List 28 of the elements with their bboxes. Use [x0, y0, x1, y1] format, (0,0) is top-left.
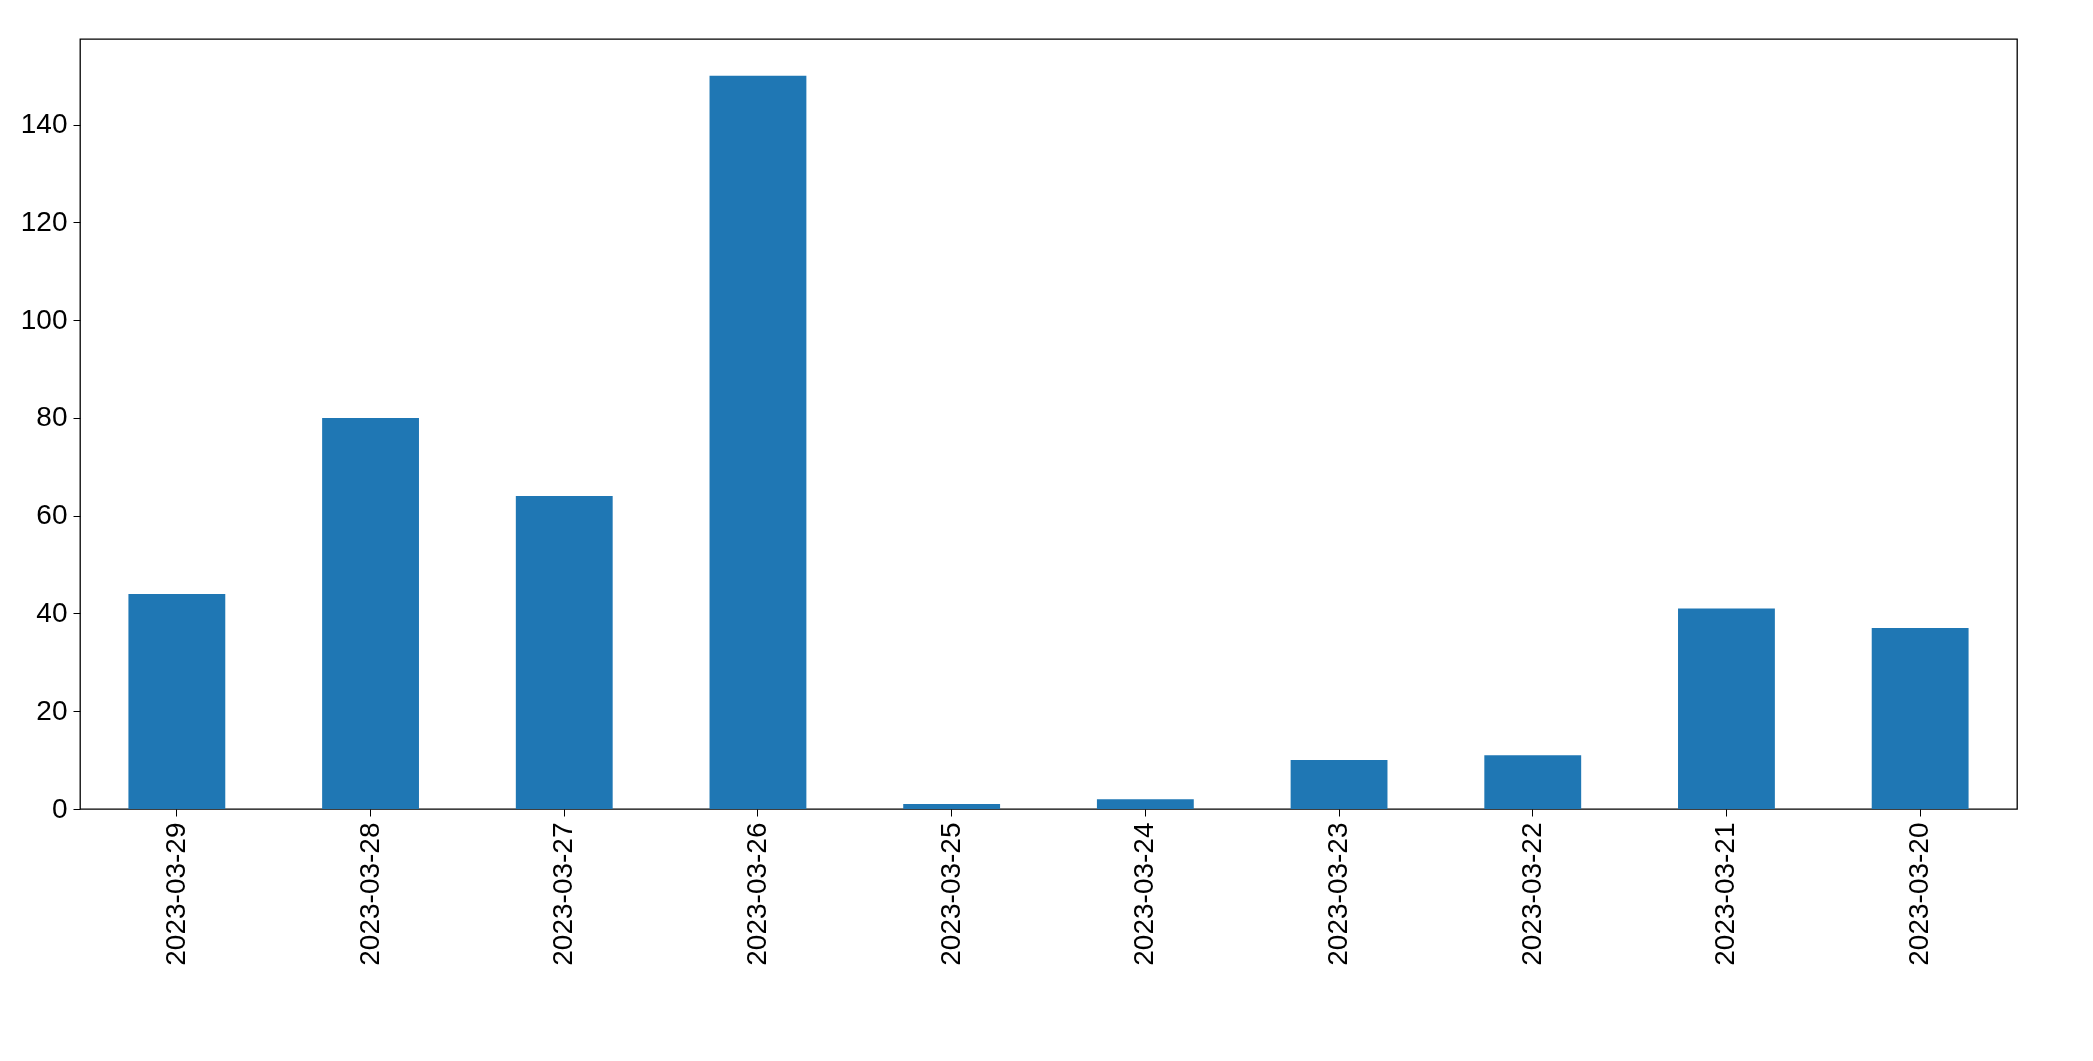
- bar: [1290, 760, 1388, 809]
- y-tick-label: 60: [36, 499, 68, 531]
- y-tick-label: 40: [36, 596, 68, 628]
- x-tick-label: 2023-03-24: [1128, 822, 1160, 966]
- x-tick-label: 2023-03-22: [1515, 822, 1547, 966]
- bar: [322, 417, 419, 809]
- x-tick-label: 2023-03-21: [1709, 822, 1741, 966]
- bar: [1484, 755, 1582, 809]
- x-tick-label: 2023-03-29: [159, 822, 191, 966]
- bar: [1871, 628, 1969, 809]
- y-tick-label: 80: [36, 401, 68, 433]
- bar: [709, 75, 807, 809]
- y-tick-label: 140: [20, 108, 68, 140]
- x-tick-label: 2023-03-23: [1322, 822, 1354, 966]
- bar: [903, 804, 1001, 809]
- x-tick-label: 2023-03-20: [1903, 822, 1935, 966]
- x-tick-label: 2023-03-26: [740, 822, 772, 966]
- bar: [515, 496, 613, 809]
- x-tick-label: 2023-03-28: [353, 822, 385, 966]
- bar: [1096, 799, 1194, 809]
- y-tick-label: 0: [51, 792, 68, 824]
- bar: [128, 593, 226, 809]
- y-tick-label: 120: [20, 205, 68, 237]
- x-tick-label: 2023-03-25: [934, 822, 966, 966]
- y-tick-label: 20: [36, 694, 68, 726]
- y-tick-label: 100: [20, 303, 68, 335]
- bar: [1678, 608, 1775, 809]
- x-tick-label: 2023-03-27: [547, 822, 579, 966]
